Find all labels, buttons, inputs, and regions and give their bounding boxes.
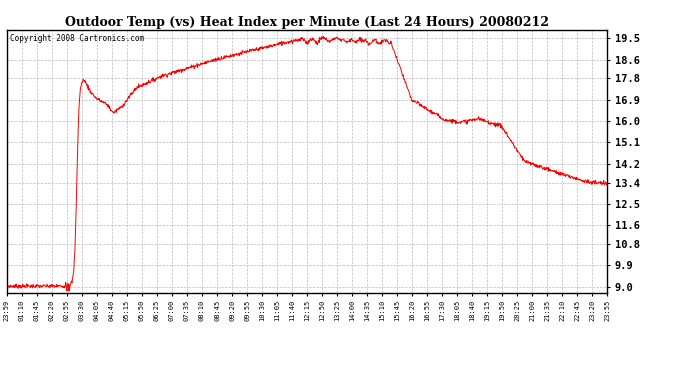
Title: Outdoor Temp (vs) Heat Index per Minute (Last 24 Hours) 20080212: Outdoor Temp (vs) Heat Index per Minute …	[65, 16, 549, 29]
Text: Copyright 2008 Cartronics.com: Copyright 2008 Cartronics.com	[10, 34, 144, 43]
